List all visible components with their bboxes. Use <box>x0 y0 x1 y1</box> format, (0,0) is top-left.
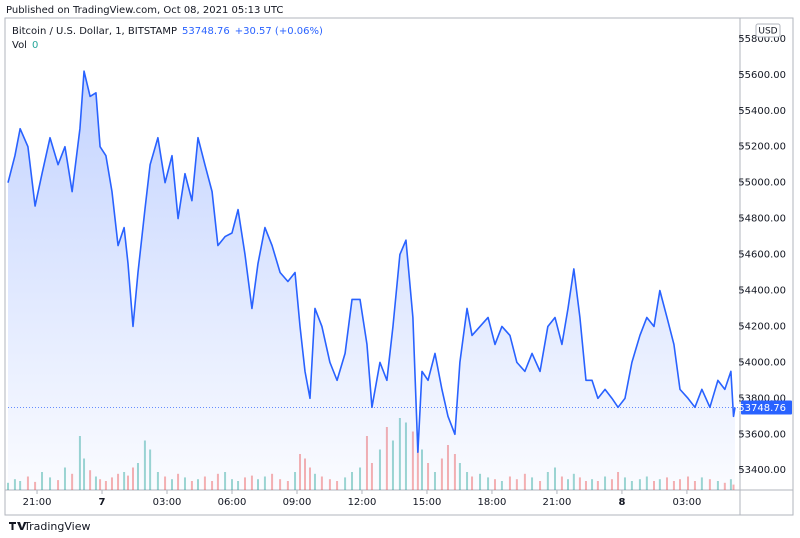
chart-frame <box>4 17 794 516</box>
symbol-title: Bitcoin / U.S. Dollar, 1, BITSTAMP <box>12 26 178 37</box>
y-tick-label: 53800.00 <box>738 393 786 404</box>
last-price: 53748.76 <box>182 26 230 37</box>
price-change: +30.57 (+0.06%) <box>234 26 323 37</box>
volume-row: Vol 0 <box>12 40 43 51</box>
logo: TradingView <box>9 520 90 533</box>
y-tick-label: 55200.00 <box>738 142 786 153</box>
currency-label: USD <box>758 27 777 37</box>
x-tick-label: 21:00 <box>23 497 52 508</box>
price-line <box>7 70 736 454</box>
brand: TradingView <box>23 520 90 533</box>
x-tick-label: 15:00 <box>413 497 442 508</box>
x-tick-label: 03:00 <box>153 497 182 508</box>
last-price-tag-label: 53748.76 <box>738 403 786 414</box>
volume-value: 0 <box>31 40 39 51</box>
currency-box <box>755 23 781 38</box>
y-tick-label: 55800.00 <box>738 34 786 45</box>
published: Published on TradingView.com, Oct 08, 20… <box>6 5 284 16</box>
x-tick-label: 12:00 <box>348 497 377 508</box>
x-tick-label: 06:00 <box>218 497 247 508</box>
y-tick-label: 54600.00 <box>738 250 786 261</box>
y-tick-label: 54800.00 <box>738 214 786 225</box>
y-tick-label: 55600.00 <box>738 70 786 81</box>
plot-layer <box>7 70 736 490</box>
price-area <box>8 71 736 490</box>
logo-icon <box>9 522 27 530</box>
y-tick-label: 55000.00 <box>738 178 786 189</box>
last-price-tag <box>741 400 792 415</box>
x-tick-label: 03:00 <box>673 497 702 508</box>
legend-row: Bitcoin / U.S. Dollar, 1, BITSTAMP 53748.… <box>12 26 328 37</box>
x-tick-label: 7 <box>99 497 106 508</box>
x-tick-label: 21:00 <box>543 497 572 508</box>
y-tick-label: 54400.00 <box>738 285 786 296</box>
volume-label: Vol <box>12 40 27 51</box>
x-tick-label: 18:00 <box>478 497 507 508</box>
y-tick-label: 54200.00 <box>738 321 786 332</box>
axes-layer: 53400.00 53600.00 53800.00 54000.00 54200.00… <box>8 23 792 508</box>
y-tick-label: 53600.00 <box>738 429 786 440</box>
y-tick-label: 53400.00 <box>738 465 786 476</box>
x-tick-label: 09:00 <box>283 497 312 508</box>
x-tick-label: 8 <box>618 497 625 508</box>
y-tick-label: 55400.00 <box>738 106 786 117</box>
y-tick-label: 54000.00 <box>738 357 786 368</box>
